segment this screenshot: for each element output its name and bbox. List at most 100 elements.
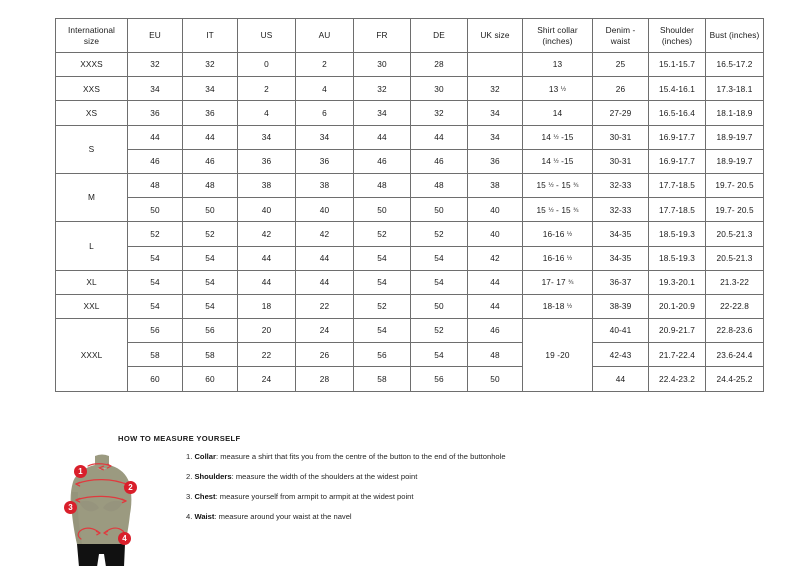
cell-au: 40: [295, 197, 354, 223]
cell-fr: 48: [353, 172, 411, 199]
column-header-shoulder: Shoulder (inches): [648, 18, 706, 53]
cell-fr: 44: [353, 124, 411, 150]
cell-denim-waist: 25: [592, 51, 649, 78]
cell-fr: 34: [353, 100, 411, 126]
header-line-1: Denim -: [605, 24, 636, 35]
cell-au: 38: [295, 172, 354, 199]
cell-shirt-collar: 16-16 ½: [522, 245, 593, 271]
cell-shoulder: 16.9-17.7: [648, 124, 706, 150]
column-header-bust: Bust (inches): [705, 18, 764, 53]
cell-denim-waist: 40-41: [592, 318, 649, 344]
cell-us: 0: [237, 51, 296, 78]
table-row: XS 36 36 4 6 34 32 34 14 27-29 16.5-16.4 18.1-18.9: [55, 100, 764, 126]
cell-us: 18: [237, 293, 296, 320]
cell-de: 52: [410, 221, 468, 247]
cell-au: 24: [295, 318, 354, 344]
cell-it: 52: [182, 221, 238, 247]
cell-fr: 52: [353, 221, 411, 247]
header-row: International size EU IT US AU FR DE UK …: [55, 18, 764, 53]
table-row: XXL 54 54 18 22 52 50 44 18-18 ½ 38-39 20.1-20.9 22…: [55, 293, 764, 320]
marker-2-shoulders: 2: [124, 481, 137, 494]
cell-denim-waist: 38-39: [592, 293, 649, 320]
cell-us: 44: [237, 269, 296, 295]
cell-international-size: M: [55, 172, 128, 223]
instruction-line-4: 4. Waist: measure around your waist at t…: [186, 513, 506, 521]
column-header-de: DE: [410, 18, 468, 53]
cell-bust: 24.4-25.2: [705, 366, 764, 392]
cell-shirt-collar: 15 ½ - 15 ¾: [522, 172, 593, 199]
column-header-denim-waist: Denim - waist: [592, 18, 649, 53]
cell-de: 54: [410, 342, 468, 368]
cell-denim-waist: 34-35: [592, 245, 649, 271]
cell-shoulder: 15.4-16.1: [648, 76, 706, 102]
cell-eu: 58: [127, 342, 183, 368]
table-row: 50 50 40 40 50 50 40 15 ½ - 15 ¾ 32-33 17.7-18.5 1…: [56, 197, 764, 223]
cell-bust: 22-22.8: [705, 293, 764, 320]
cell-eu: 48: [127, 172, 183, 199]
cell-it: 58: [182, 342, 238, 368]
cell-bust: 16.5-17.2: [705, 51, 764, 78]
column-header-shirt-collar: Shirt collar (inches): [522, 18, 593, 53]
instruction-text: : measure a shirt that fits you from the…: [215, 452, 506, 461]
instruction-line-1: 1. Collar: measure a shirt that fits you…: [186, 453, 506, 461]
cell-denim-waist: 26: [592, 76, 649, 102]
table-row: 46 46 36 36 46 46 36 14 ½ -15 30-31 16.9-17.7 18.9…: [56, 148, 764, 174]
cell-us: 44: [237, 245, 296, 271]
cell-eu: 54: [127, 293, 183, 320]
cell-it: 54: [182, 293, 238, 320]
cell-international-size: XXXS: [55, 51, 128, 78]
table-row: L 52 52 42 42 52 52 40 16-16 ½ 34-35 18.5-19.3 20.5…: [55, 221, 764, 271]
cell-denim-waist: 27-29: [592, 100, 649, 126]
cell-shirt-collar: 15 ½ - 15 ¾: [522, 197, 593, 223]
cell-uk: 50: [467, 366, 523, 392]
cell-us: 42: [237, 221, 296, 247]
cell-shirt-collar: 18-18 ½: [522, 293, 593, 320]
table-row: XL 54 54 44 44 54 54 44 17- 17 ¾ 36-37 19.3-20.1 21…: [55, 269, 764, 295]
cell-bust: 21.3-22: [705, 269, 764, 295]
header-line-2: size: [83, 35, 100, 46]
cell-eu: 54: [127, 245, 183, 271]
cell-shoulder: 21.7-22.4: [648, 342, 706, 368]
cell-fr: 58: [353, 366, 411, 392]
cell-de: 46: [410, 148, 468, 174]
cell-international-size: L: [55, 221, 128, 271]
marker-1-collar: 1: [74, 465, 87, 478]
cell-shoulder: 22.4-23.2: [648, 366, 706, 392]
table-row: 60 60 24 28 58 56 50 44 22.4-23.2 24.4-25.2: [56, 366, 764, 392]
cell-uk: 34: [467, 124, 523, 150]
instruction-line-2: 2. Shoulders: measure the width of the s…: [186, 473, 506, 481]
instruction-number: 2.: [186, 472, 195, 482]
cell-bust: 18.1-18.9: [705, 100, 764, 126]
column-header-us: US: [237, 18, 296, 53]
cell-uk: 36: [467, 148, 523, 174]
cell-shoulder: 18.5-19.3: [648, 245, 706, 271]
instruction-number: 4.: [186, 512, 195, 522]
cell-fr: 54: [353, 318, 411, 344]
cell-eu: 52: [127, 221, 183, 247]
cell-uk: [467, 51, 523, 78]
cell-us: 34: [237, 124, 296, 150]
header-line-2: (inches): [542, 35, 573, 46]
cell-shirt-collar: 13 ½: [522, 76, 593, 102]
cell-au: 2: [295, 51, 354, 78]
cell-us: 22: [237, 342, 296, 368]
instruction-text: : measure yourself from armpit to armpit…: [215, 492, 414, 502]
cell-au: 6: [295, 100, 354, 126]
instruction-keyword: Chest: [194, 492, 216, 502]
cell-fr: 56: [353, 342, 411, 368]
cell-denim-waist: 44: [592, 366, 649, 392]
cell-eu: 34: [127, 76, 183, 102]
cell-it: 34: [182, 76, 238, 102]
cell-shirt-collar: 17- 17 ¾: [522, 269, 593, 295]
cell-de: 56: [410, 366, 468, 392]
instruction-text: : measure around your waist at the navel: [214, 512, 352, 522]
cell-it: 46: [182, 148, 238, 174]
table-body: XXXS 32 32 0 2 30 28 13 25 15.1-15.7 16.5-17.2 XXS 3…: [55, 51, 764, 392]
cell-shoulder: 15.1-15.7: [648, 51, 706, 78]
cell-de: 50: [410, 293, 468, 320]
cell-au: 42: [295, 221, 354, 247]
instruction-line-3: 3. Chest: measure yourself from armpit t…: [186, 493, 506, 501]
cell-denim-waist: 34-35: [592, 221, 649, 247]
marker-3-chest: 3: [64, 501, 77, 514]
cell-shoulder: 18.5-19.3: [648, 221, 706, 247]
